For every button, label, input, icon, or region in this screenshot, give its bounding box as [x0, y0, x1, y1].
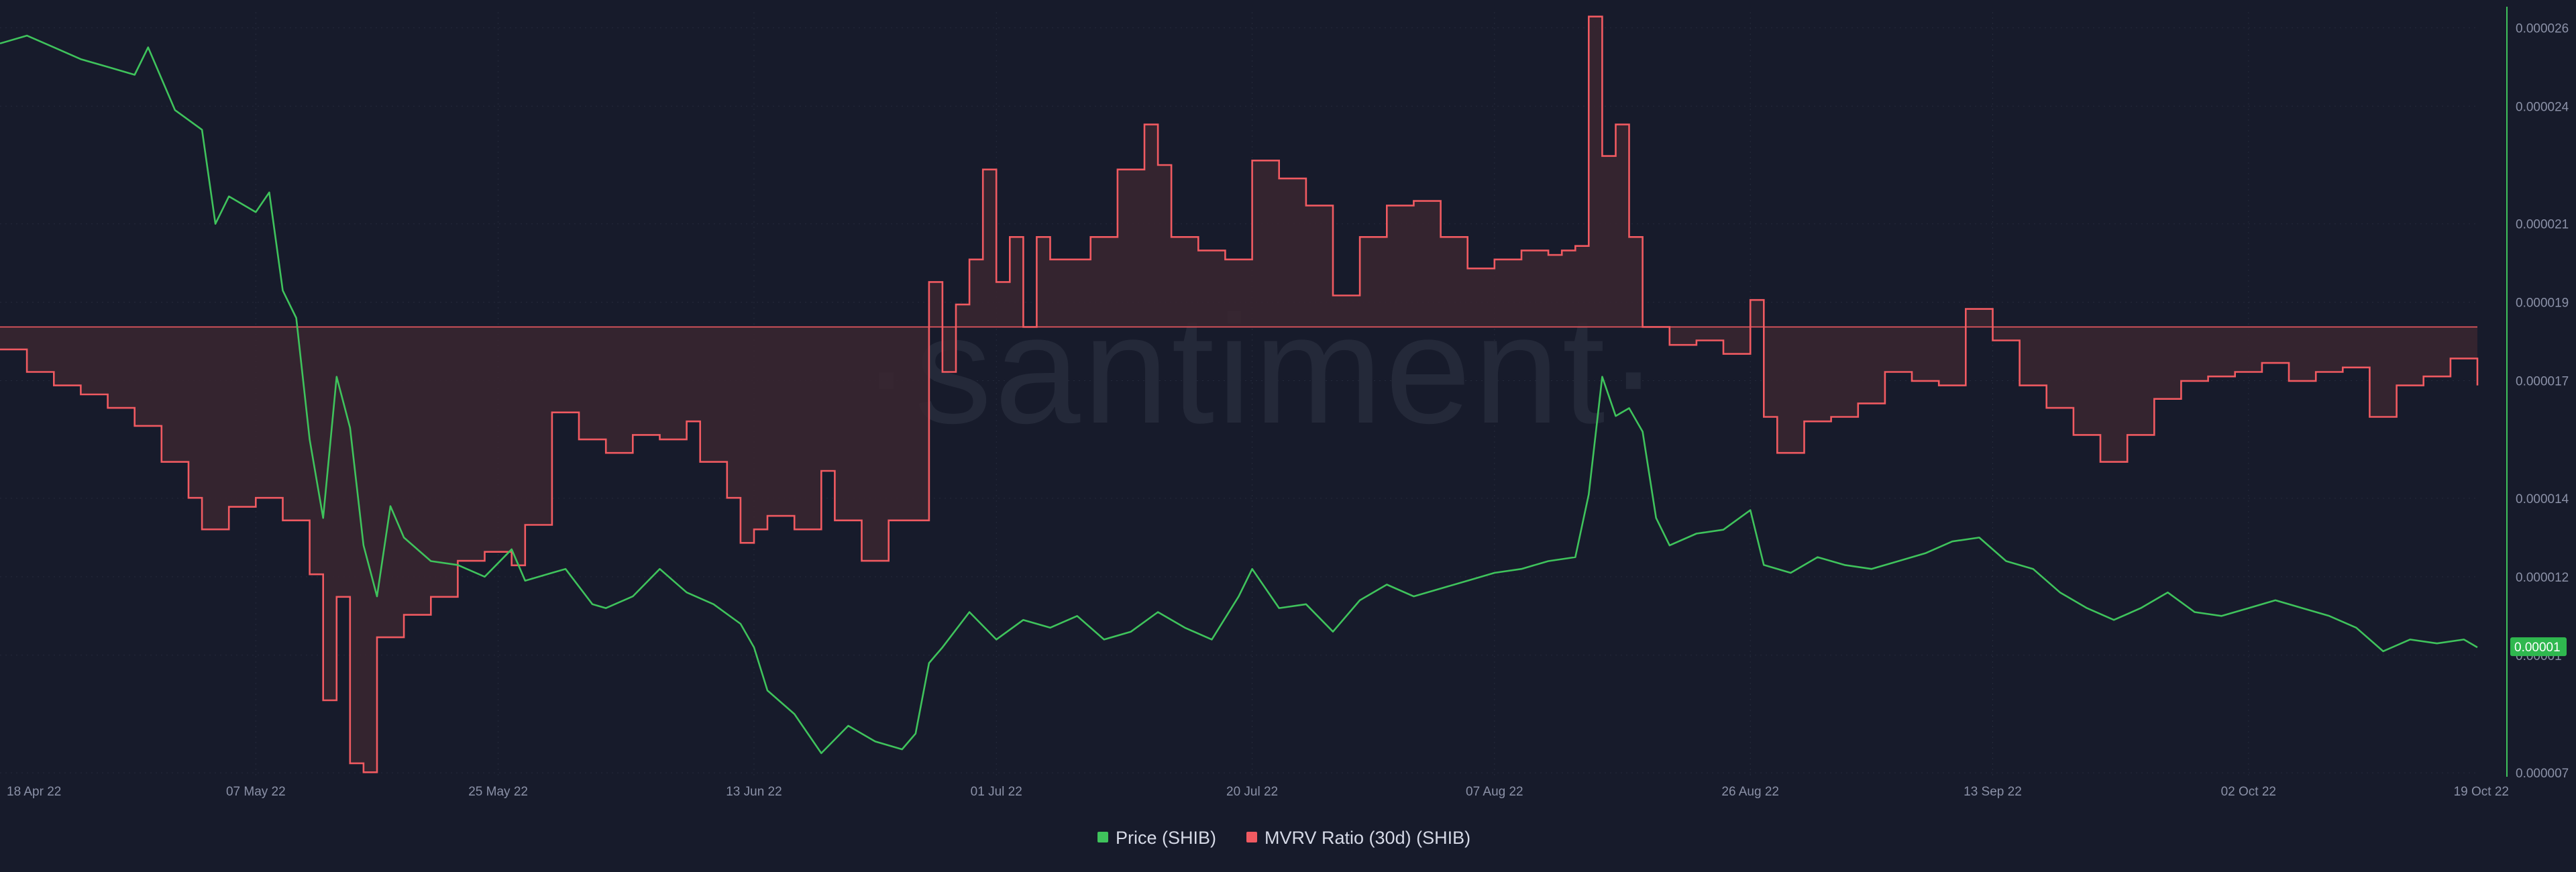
x-tick-label: 07 Aug 22: [1466, 785, 1523, 799]
mvrv-line: [0, 15, 2479, 773]
x-axis: 18 Apr 22 07 May 22 25 May 22 13 Jun 22 01 J…: [7, 785, 2509, 799]
legend-swatch: [1097, 832, 1108, 842]
mvrv-series-layer: [0, 15, 2479, 773]
y-tick-label: 0.000012: [2516, 571, 2569, 585]
current-price-tag-bg: [2510, 637, 2567, 657]
y-tick-label: 0.000021: [2516, 218, 2569, 232]
current-price-tag-text: 0.00001: [2514, 641, 2561, 655]
y-tick-label: 0.000007: [2516, 767, 2569, 781]
x-tick-label: 01 Jul 22: [971, 785, 1022, 799]
legend-label: Price (SHIB): [1116, 828, 1216, 848]
price-series-layer: [0, 34, 2478, 755]
x-tick-label: 02 Oct 22: [2221, 785, 2276, 799]
x-tick-label: 13 Sep 22: [1964, 785, 2022, 799]
x-tick-label: 20 Jul 22: [1226, 785, 1278, 799]
x-tick-label: 25 May 22: [468, 785, 528, 799]
x-tick-label: 13 Jun 22: [726, 785, 782, 799]
y-tick-label: 0.000017: [2516, 375, 2569, 389]
y-tick-label: 0.000014: [2516, 492, 2569, 506]
x-tick-label: 19 Oct 22: [2454, 785, 2509, 799]
x-tick-label: 18 Apr 22: [7, 785, 61, 799]
y-tick-label: 0.000026: [2516, 21, 2569, 36]
current-price-tag: 0.00001: [2510, 637, 2567, 657]
x-tick-label: 26 Aug 22: [1721, 785, 1779, 799]
legend: Price (SHIB) MVRV Ratio (30d) (SHIB): [1097, 828, 1470, 848]
y-tick-label: 0.000024: [2516, 100, 2569, 114]
x-tick-label: 07 May 22: [226, 785, 286, 799]
legend-swatch: [1246, 832, 1257, 842]
y-tick-label: 0.000019: [2516, 296, 2569, 311]
price-line: [0, 34, 2478, 755]
legend-label: MVRV Ratio (30d) (SHIB): [1265, 828, 1470, 848]
mvrv-area: [0, 16, 2477, 773]
y-axis-right: 0.000026 0.000024 0.000021 0.000019 0.000017…: [2506, 7, 2569, 781]
